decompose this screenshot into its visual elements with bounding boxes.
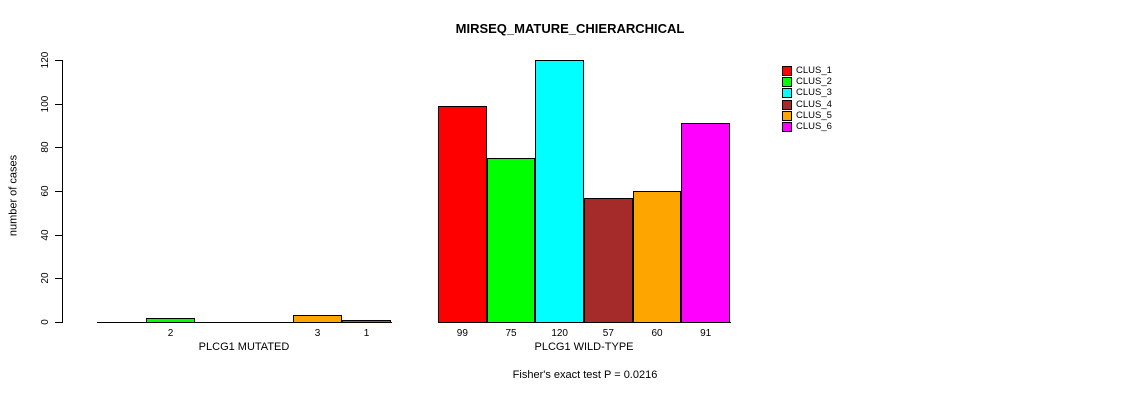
y-tick-mark (55, 60, 62, 61)
legend-item-label: CLUS_3 (796, 87, 832, 99)
y-tick-mark (55, 234, 62, 236)
legend-color-swatch (782, 76, 792, 87)
group-label: PLCG1 MUTATED (198, 341, 290, 353)
legend-color-swatch (782, 65, 792, 76)
y-tick-mark (55, 322, 62, 323)
y-tick-mark (55, 103, 62, 105)
bar-value-label: 91 (700, 328, 712, 339)
bar-value-label: 75 (505, 328, 517, 339)
y-tick-label: 60 (40, 185, 51, 197)
y-axis-label: number of cases (7, 154, 20, 237)
bar-clus_3-group2 (535, 60, 584, 323)
legend-item-clus_2: CLUS_2 (782, 76, 832, 87)
y-tick-label: 0 (40, 319, 51, 325)
bar-clus_5-group2 (632, 191, 682, 323)
legend-item-clus_6: CLUS_6 (782, 121, 832, 133)
y-tick-label: 120 (40, 51, 51, 69)
legend-item-label: CLUS_2 (796, 75, 832, 87)
legend-item-clus_1: CLUS_1 (782, 65, 832, 76)
bar-value-label: 120 (551, 328, 568, 339)
fisher-test-annotation: Fisher's exact test P = 0.0216 (512, 369, 658, 381)
y-tick-mark (55, 278, 62, 280)
legend-color-swatch (782, 99, 792, 110)
y-tick-label: 20 (40, 272, 51, 284)
legend-color-swatch (782, 122, 792, 133)
legend-item-clus_3: CLUS_3 (782, 88, 832, 99)
bar-value-label: 99 (456, 328, 468, 339)
y-tick-mark (55, 147, 62, 149)
group-baseline (97, 322, 392, 323)
bar-clus_2-group2 (486, 158, 536, 323)
bar-value-label: 60 (651, 328, 663, 339)
legend-item-clus_5: CLUS_5 (782, 110, 832, 121)
chart-title: MIRSEQ_MATURE_CHIERARCHICAL (455, 21, 685, 36)
bar-clus_2-group1 (146, 317, 195, 323)
legend-item-label: CLUS_6 (796, 121, 832, 133)
bar-value-label: 1 (363, 328, 370, 339)
bar-clus_6-group1 (342, 319, 391, 323)
legend-item-label: CLUS_5 (796, 109, 832, 121)
legend-item-clus_4: CLUS_4 (782, 99, 832, 110)
y-tick-label: 40 (40, 229, 51, 241)
legend-item-label: CLUS_4 (796, 98, 832, 110)
bar-clus_1-group2 (438, 105, 487, 323)
legend-item-label: CLUS_1 (796, 64, 832, 76)
bar-clus_6-group2 (681, 123, 730, 323)
bar-value-label: 3 (314, 328, 321, 339)
bar-value-label: 57 (602, 328, 614, 339)
legend-color-swatch (782, 110, 792, 121)
legend: CLUS_1 CLUS_2 CLUS_3 CLUS_4 CLUS_5 CLUS_6 (782, 65, 832, 133)
bar-clus_4-group2 (584, 197, 633, 323)
y-axis-line (62, 60, 63, 323)
bar-value-label: 2 (167, 328, 174, 339)
y-tick-label: 100 (40, 95, 51, 112)
legend-color-swatch (782, 88, 792, 99)
y-tick-mark (55, 191, 62, 192)
group-label: PLCG1 WILD-TYPE (534, 341, 634, 353)
bar-clus_5-group1 (293, 315, 342, 323)
y-tick-label: 80 (40, 141, 51, 153)
